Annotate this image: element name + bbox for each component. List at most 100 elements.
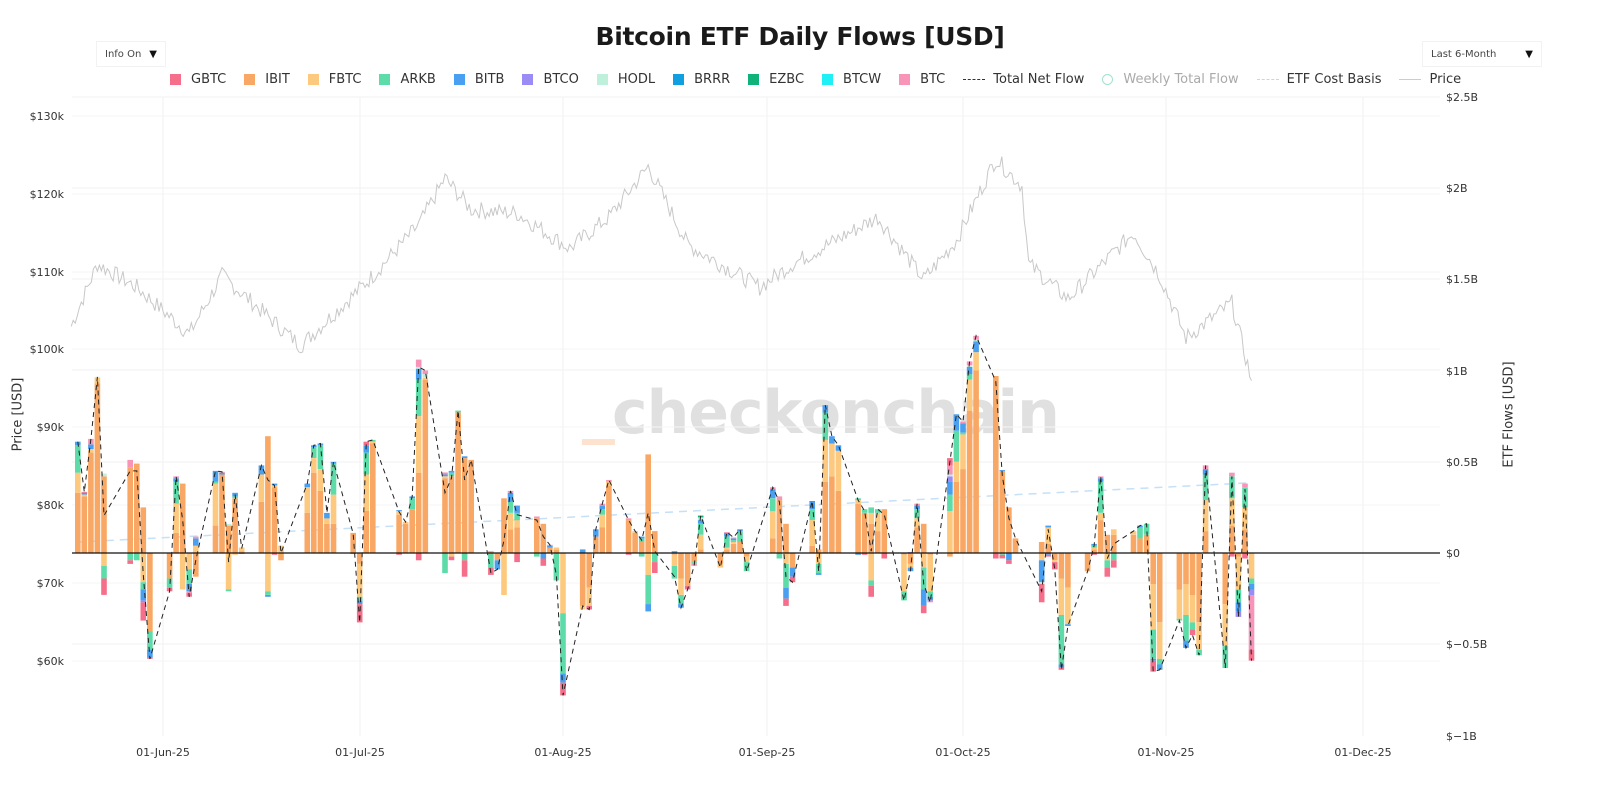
flow-bar-fbtc bbox=[81, 494, 88, 497]
flow-bar-ibit bbox=[920, 523, 927, 553]
range-dropdown-value: Last 6-Month bbox=[1431, 48, 1497, 60]
x-tick: 01-Sep-25 bbox=[738, 746, 796, 759]
flow-bar-arkb bbox=[488, 553, 494, 568]
legend-item-cost[interactable]: ETF Cost Basis bbox=[1256, 72, 1381, 87]
flow-bar-arkb bbox=[225, 589, 232, 592]
flow-bar-btc bbox=[947, 465, 953, 475]
flow-bar-fbtc bbox=[835, 450, 842, 491]
legend-label: BTC bbox=[920, 71, 946, 87]
legend-item-ibit[interactable]: IBIT bbox=[244, 72, 290, 87]
flow-bar-bitb bbox=[973, 341, 979, 353]
flow-bar-arkb bbox=[638, 553, 645, 557]
flow-bar-ibit bbox=[1130, 534, 1137, 554]
flow-bar-fbtc bbox=[1038, 553, 1045, 561]
flow-bar-fbtc bbox=[448, 553, 455, 557]
flow-bar-fbtc bbox=[501, 553, 507, 595]
info-dropdown[interactable]: Info On ▼ bbox=[96, 41, 166, 67]
flow-bar-ibit bbox=[1038, 542, 1045, 553]
flow-bar-ibit bbox=[219, 474, 225, 553]
flow-bar-ibit bbox=[829, 476, 835, 553]
flow-bar-ibit bbox=[993, 376, 999, 553]
flow-bar-fbtc bbox=[770, 511, 776, 539]
flow-bar-fbtc bbox=[809, 520, 815, 546]
flow-bar-arkb bbox=[1104, 560, 1111, 568]
flow-bar-ibit bbox=[1058, 553, 1065, 579]
legend-item-fbtc[interactable]: FBTC bbox=[307, 72, 361, 87]
legend-item-arkb[interactable]: ARKB bbox=[379, 72, 436, 87]
flow-bar-fbtc bbox=[1052, 560, 1058, 563]
flow-bar-fbtc bbox=[678, 578, 684, 595]
flow-bar-ibit bbox=[225, 525, 232, 553]
legend-item-brrr[interactable]: BRRR bbox=[673, 72, 730, 87]
flow-bar-ibit bbox=[166, 553, 173, 579]
legend-item-weekly[interactable]: Weekly Total Flow bbox=[1102, 71, 1239, 87]
flow-bar-fbtc bbox=[1222, 604, 1229, 647]
watermark: checkonchain bbox=[612, 378, 1060, 448]
flow-bar-arkb bbox=[868, 507, 874, 513]
flow-bar-arkb bbox=[140, 582, 147, 590]
flow-bar-arkb bbox=[1183, 615, 1189, 641]
flow-bar-ibit bbox=[1235, 553, 1242, 557]
flow-bar-ibit bbox=[717, 553, 724, 564]
flow-bar-btc bbox=[1248, 595, 1255, 650]
legend-marker-icon bbox=[596, 73, 608, 85]
legend-marker-icon bbox=[673, 73, 685, 85]
flow-bar-arkb bbox=[356, 596, 363, 601]
flow-bar-bitb bbox=[547, 545, 553, 548]
flow-bar-bitb bbox=[829, 436, 835, 444]
flow-bar-fbtc bbox=[507, 512, 514, 530]
flow-bar-ibit bbox=[1045, 543, 1051, 553]
flow-bar-bitb bbox=[855, 553, 861, 555]
legend-item-hodl[interactable]: HODL bbox=[596, 72, 655, 87]
flow-bar-fbtc bbox=[586, 587, 592, 606]
flow-bar-arkb bbox=[914, 509, 920, 519]
legend-marker-icon bbox=[963, 78, 986, 80]
legend-item-price[interactable]: Price bbox=[1399, 72, 1461, 87]
flow-bar-ibit bbox=[809, 545, 815, 553]
flow-bar-gbtc bbox=[868, 585, 874, 597]
flow-bar-arkb bbox=[1202, 474, 1209, 501]
legend-marker-icon bbox=[307, 73, 319, 85]
legend-label: Weekly Total Flow bbox=[1123, 71, 1239, 87]
flow-bar-bitb bbox=[579, 549, 586, 553]
flow-bar-ibit bbox=[606, 485, 612, 553]
chart-legend: GBTC IBIT FBTC ARKB BITB BTCO HODL BRRR EZBC BTCW… bbox=[170, 70, 1479, 88]
flow-bar-gbtc bbox=[1038, 584, 1045, 603]
flow-bar-bitb bbox=[442, 474, 448, 477]
flow-bar-ibit bbox=[1176, 553, 1183, 590]
legend-item-btc[interactable]: BTC bbox=[899, 72, 945, 87]
flow-bar-fbtc bbox=[422, 377, 429, 380]
flow-bar-btco bbox=[947, 476, 953, 482]
flow-bar-fbtc bbox=[212, 483, 219, 526]
flow-bar-gbtc bbox=[783, 598, 789, 606]
flow-bar-ibit bbox=[783, 523, 789, 553]
y-right-tick: $0 bbox=[1446, 547, 1460, 560]
legend-item-btcw[interactable]: BTCW bbox=[822, 72, 881, 87]
flow-bar-ibit bbox=[278, 553, 284, 561]
legend-item-btco[interactable]: BTCO bbox=[522, 72, 579, 87]
flow-bar-fbtc bbox=[973, 352, 979, 371]
y-right-tick: $2B bbox=[1446, 182, 1468, 195]
flow-bar-gbtc bbox=[81, 491, 88, 493]
legend-item-bitb[interactable]: BITB bbox=[453, 72, 504, 87]
flow-bar-ibit bbox=[494, 553, 501, 561]
flow-bar-ibit bbox=[173, 532, 179, 553]
flow-bar-ibit bbox=[409, 509, 415, 553]
flow-bar-arkb bbox=[730, 540, 737, 542]
range-dropdown[interactable]: Last 6-Month ▼ bbox=[1422, 41, 1542, 67]
flow-bar-arkb bbox=[1248, 578, 1255, 584]
legend-label: BRRR bbox=[694, 71, 731, 87]
flow-bar-ibit bbox=[947, 553, 953, 557]
flow-bar-arkb bbox=[1097, 481, 1104, 513]
flow-bar-bitb bbox=[507, 492, 514, 502]
flow-bar-ezbc bbox=[809, 501, 815, 502]
y-right-tick: $−0.5B bbox=[1446, 638, 1488, 651]
legend-item-net[interactable]: Total Net Flow bbox=[963, 72, 1084, 87]
legend-label: Total Net Flow bbox=[993, 71, 1085, 87]
flow-bar-hodl bbox=[973, 339, 979, 342]
flow-bar-ibit bbox=[789, 553, 796, 568]
flow-bar-btc bbox=[127, 459, 133, 468]
legend-item-ezbc[interactable]: EZBC bbox=[748, 72, 804, 87]
legend-item-gbtc[interactable]: GBTC bbox=[170, 72, 226, 87]
flow-bar-ibit bbox=[881, 509, 888, 553]
